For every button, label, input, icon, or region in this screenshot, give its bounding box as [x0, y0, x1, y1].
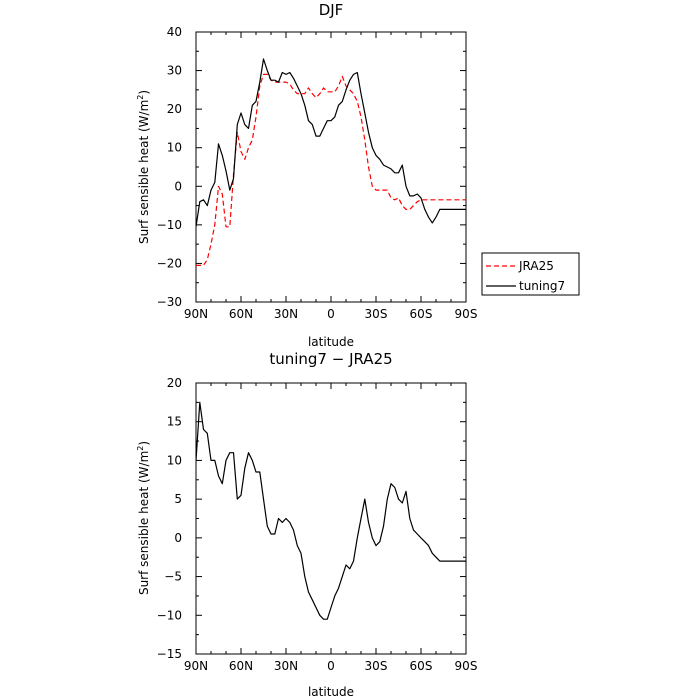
chart-bottom-xlabel: latitude [308, 685, 354, 699]
chart-bottom-ytick-label: 10 [167, 453, 182, 467]
chart-top-ytick-label: 40 [167, 25, 182, 39]
chart-top-xtick-label: 60N [229, 307, 253, 321]
chart-top-xtick-label: 30S [365, 307, 388, 321]
chart-top-xtick-label: 90N [184, 307, 208, 321]
chart-bottom-ytick-label: −10 [157, 608, 182, 622]
chart-bottom-series-tuning7-jra25 [196, 401, 466, 620]
chart-top-ytick-label: 10 [167, 141, 182, 155]
chart-top-ylabel: Surf sensible heat (W/m2) [136, 90, 151, 244]
legend: JRA25 tuning7 [481, 252, 580, 296]
chart-top-xtick-label: 30N [274, 307, 298, 321]
chart-bottom-ylabel: Surf sensible heat (W/m2) [136, 441, 151, 595]
chart-top-ytick-label: −10 [157, 218, 182, 232]
chart-bottom-xtick-label: 90N [184, 659, 208, 673]
chart-bottom: tuning7 − JRA25 90N 60N 30N 0 30S 60S 90S −15 −1… [136, 350, 477, 699]
chart-top-xtick-label: 60S [410, 307, 433, 321]
legend-label-tuning7: tuning7 [519, 279, 565, 293]
chart-bottom-ytick-label: 20 [167, 376, 182, 390]
chart-top-ytick-label: −30 [157, 295, 182, 309]
chart-top-title: DJF [319, 1, 344, 19]
legend-box [481, 252, 580, 296]
chart-top: DJF 90N 60N 30N 0 30S 60S 90S −30 −20 −10 0 10 20 30 4… [136, 1, 580, 349]
chart-top-frame [195, 31, 467, 303]
legend-label-jra25: JRA25 [518, 259, 554, 273]
chart-bottom-xtick-label: 60S [410, 659, 433, 673]
chart-bottom-title: tuning7 − JRA25 [269, 350, 392, 368]
chart-top-xlabel: latitude [308, 335, 354, 349]
chart-top-ytick-label: 0 [174, 179, 182, 193]
chart-bottom-xtick-label: 30S [365, 659, 388, 673]
chart-top-series-tuning7 [196, 58, 466, 227]
chart-bottom-frame [195, 382, 467, 655]
chart-bottom-ytick-label: 0 [174, 531, 182, 545]
chart-top-ytick-label: −20 [157, 256, 182, 270]
chart-bottom-xtick-label: 60N [229, 659, 253, 673]
chart-bottom-ytick-label: 5 [174, 492, 182, 506]
chart-bottom-xtick-label: 90S [455, 659, 478, 673]
chart-bottom-xtick-label: 0 [327, 659, 335, 673]
chart-bottom-xtick-label: 30N [274, 659, 298, 673]
chart-top-ytick-label: 30 [167, 64, 182, 78]
chart-top-series-jra25 [196, 73, 466, 266]
chart-bottom-ytick-label: −5 [164, 570, 182, 584]
chart-bottom-ytick-label: −15 [157, 647, 182, 661]
chart-top-xtick-label: 0 [327, 307, 335, 321]
chart-top-ytick-label: 20 [167, 102, 182, 116]
chart-bottom-ytick-label: 15 [167, 415, 182, 429]
chart-top-xtick-label: 90S [455, 307, 478, 321]
